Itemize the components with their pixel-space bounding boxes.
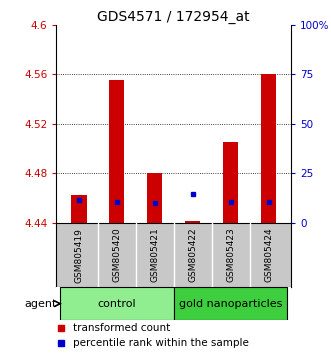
Text: percentile rank within the sample: percentile rank within the sample — [73, 338, 249, 348]
Text: transformed count: transformed count — [73, 324, 170, 333]
Text: GSM805420: GSM805420 — [113, 228, 121, 282]
Text: agent: agent — [24, 299, 57, 309]
Bar — [147, 173, 163, 223]
Text: GSM805422: GSM805422 — [188, 228, 197, 282]
Bar — [174, 287, 288, 320]
Text: GSM805424: GSM805424 — [264, 228, 273, 282]
Text: GSM805419: GSM805419 — [74, 228, 83, 282]
Bar — [261, 74, 276, 223]
Text: gold nanoparticles: gold nanoparticles — [179, 299, 282, 309]
Bar — [185, 222, 200, 223]
Title: GDS4571 / 172954_at: GDS4571 / 172954_at — [97, 10, 250, 24]
Bar — [60, 287, 174, 320]
Bar — [71, 195, 87, 223]
Text: control: control — [98, 299, 136, 309]
Text: GSM805421: GSM805421 — [150, 228, 159, 282]
Text: GSM805423: GSM805423 — [226, 228, 235, 282]
Bar — [223, 142, 238, 223]
Bar — [109, 80, 124, 223]
